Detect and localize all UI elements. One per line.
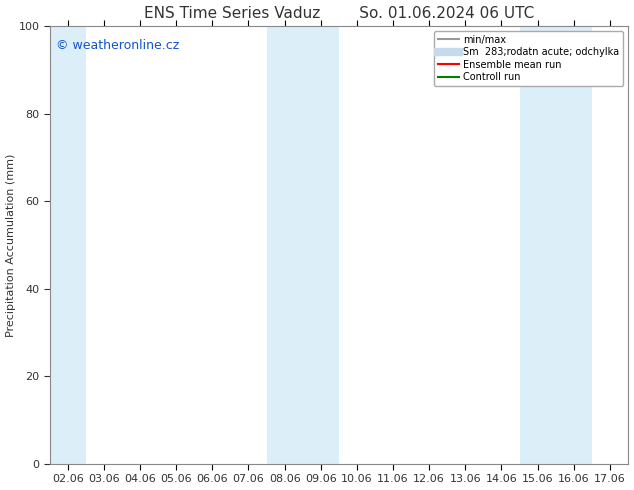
Text: © weatheronline.cz: © weatheronline.cz bbox=[56, 39, 179, 52]
Y-axis label: Precipitation Accumulation (mm): Precipitation Accumulation (mm) bbox=[6, 153, 16, 337]
Title: ENS Time Series Vaduz        So. 01.06.2024 06 UTC: ENS Time Series Vaduz So. 01.06.2024 06 … bbox=[144, 5, 534, 21]
Bar bbox=[266, 26, 339, 464]
Bar bbox=[519, 26, 592, 464]
Legend: min/max, Sm  283;rodatn acute; odchylka, Ensemble mean run, Controll run: min/max, Sm 283;rodatn acute; odchylka, … bbox=[434, 31, 623, 86]
Bar bbox=[49, 26, 86, 464]
